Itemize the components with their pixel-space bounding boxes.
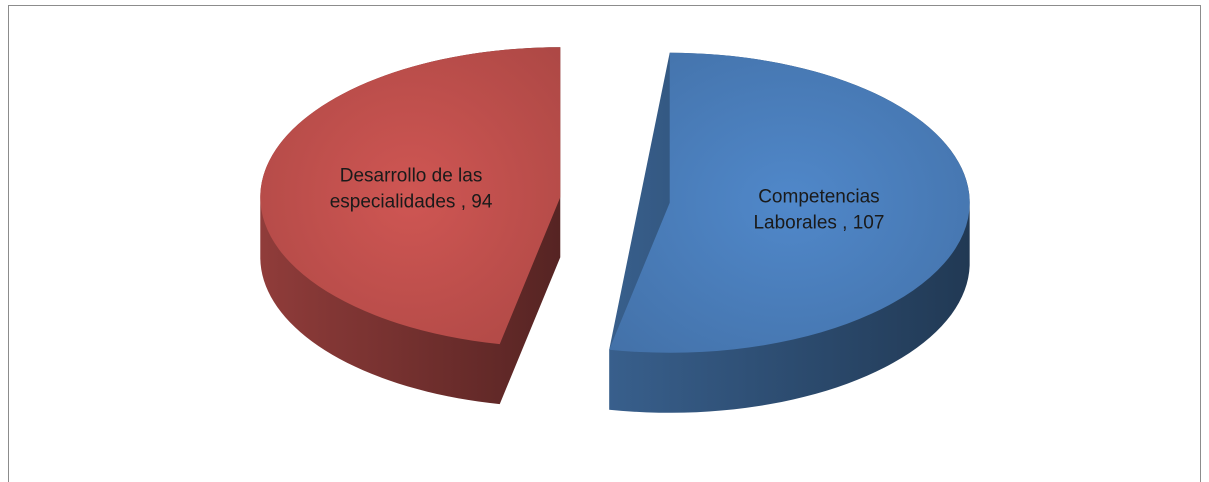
data-label: Desarrollo de las especialidades , 94 (330, 166, 493, 213)
data-label: Competencias Laborales , 107 (753, 186, 884, 233)
pie-slice (609, 52, 970, 353)
pie-slice (260, 47, 561, 345)
chart-border (8, 5, 1201, 482)
